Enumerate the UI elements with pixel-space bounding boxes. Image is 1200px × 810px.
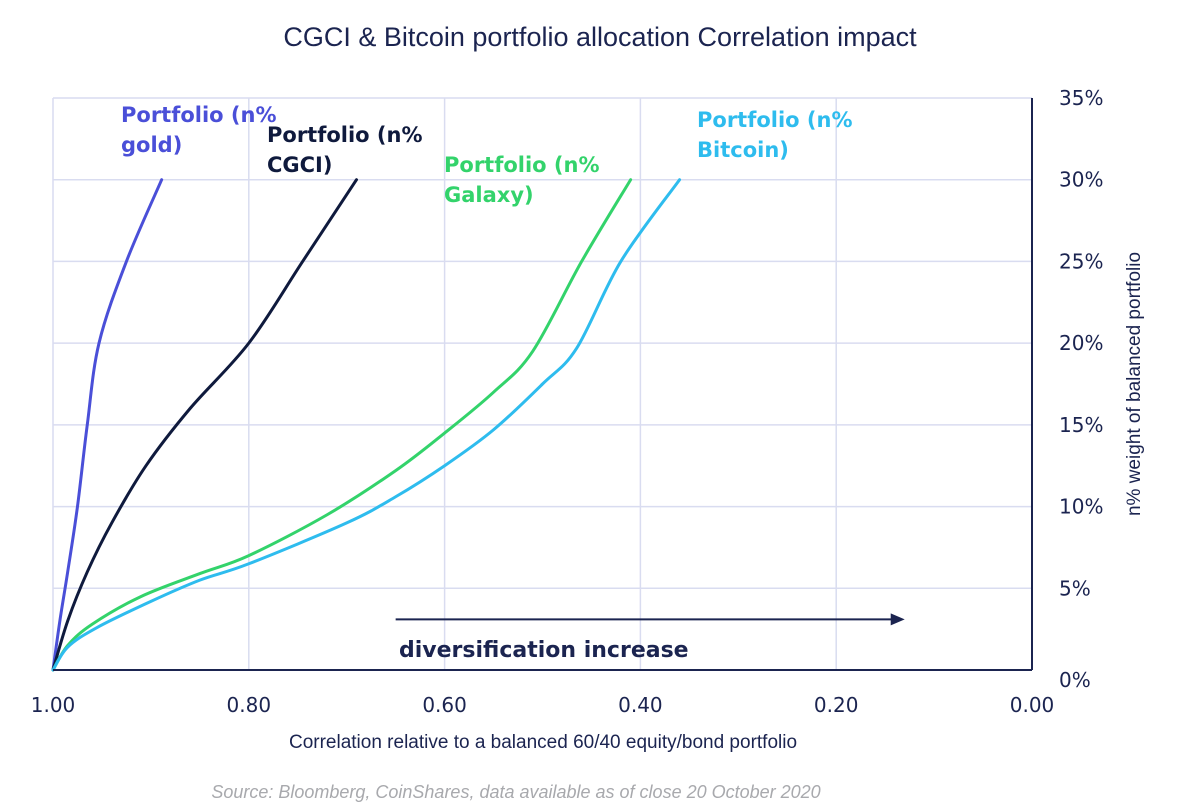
x-tick-label: 0.40 <box>618 693 663 717</box>
arrow-head-icon <box>890 613 905 626</box>
y-axis-label: n% weight of balanced portfolio <box>1124 252 1145 516</box>
series-label-line: Galaxy) <box>444 183 534 207</box>
y-tick-label: 30% <box>1059 168 1103 192</box>
x-tick-label: 0.80 <box>227 693 272 717</box>
series-line-portfolio-n-cgci <box>51 178 358 672</box>
series-label-portfolio-n-galaxy: Portfolio (n% Galaxy) <box>444 153 600 207</box>
series-label-line: Bitcoin) <box>697 138 789 162</box>
y-tick-label: 5% <box>1059 576 1091 600</box>
series-label-line: Portfolio (n% <box>444 153 600 177</box>
y-tick-label: 10% <box>1059 495 1103 519</box>
axes <box>53 98 1033 671</box>
y-tick-label: 35% <box>1059 86 1103 110</box>
diversification-label: diversification increase <box>399 638 689 663</box>
series-label-line: Portfolio (n% <box>267 123 423 147</box>
x-tick-label: 1.00 <box>31 693 76 717</box>
series-line-portfolio-n-galaxy <box>51 178 633 672</box>
series-labels: Portfolio (n% gold) Portfolio (n% CGCI) Port… <box>121 103 853 207</box>
y-tick-label: 20% <box>1059 331 1103 355</box>
x-tick-label: 0.20 <box>814 693 859 717</box>
series-label-line: Portfolio (n% <box>121 103 277 127</box>
y-tick-label: 15% <box>1059 413 1103 437</box>
grid <box>52 97 1032 670</box>
series-label-line: gold) <box>121 133 182 157</box>
series-lines <box>51 178 682 672</box>
chart-title: CGCI & Bitcoin portfolio allocation Corr… <box>283 22 917 52</box>
x-tick-label: 0.60 <box>422 693 467 717</box>
y-tick-label: 0% <box>1059 668 1091 692</box>
series-label-portfolio-n-gold: Portfolio (n% gold) <box>121 103 277 157</box>
diversification-annotation: diversification increase <box>395 613 905 663</box>
source-note: Source: Bloomberg, CoinShares, data avai… <box>211 782 820 802</box>
x-tick-label: 0.00 <box>1010 693 1055 717</box>
series-label-portfolio-n-cgci: Portfolio (n% CGCI) <box>267 123 423 177</box>
series-line-portfolio-n-bitcoin <box>51 178 682 672</box>
x-tick-labels: 1.00 0.80 0.60 0.40 0.20 0.00 <box>31 693 1055 717</box>
series-label-line: Portfolio (n% <box>697 108 853 132</box>
series-label-line: CGCI) <box>267 153 332 177</box>
series-label-portfolio-n-bitcoin: Portfolio (n% Bitcoin) <box>697 108 853 162</box>
series-line-portfolio-n-gold <box>51 178 164 672</box>
y-tick-label: 25% <box>1059 249 1103 273</box>
x-axis-label: Correlation relative to a balanced 60/40… <box>289 732 797 753</box>
y-tick-labels: 0% 5% 10% 15% 20% 25% 30% 35% <box>1059 86 1103 692</box>
